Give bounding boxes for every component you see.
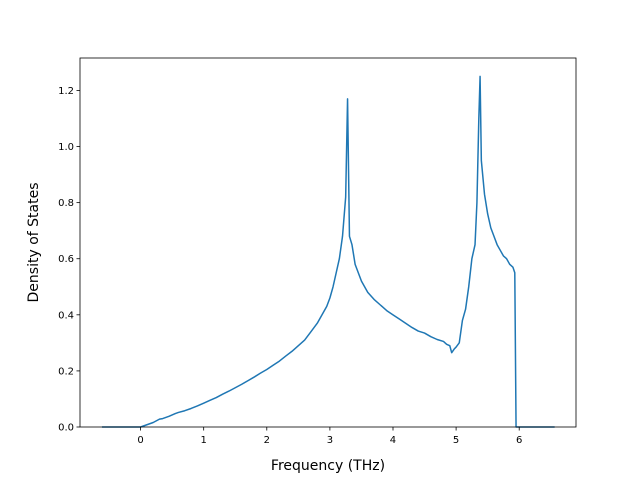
x-tick-label-0: 0: [137, 435, 143, 446]
x-tick-label-4: 4: [390, 435, 396, 446]
y-tick-label-5: 1.0: [58, 142, 74, 153]
x-axis-ticks: 0 1 2 3 4 5 6: [137, 427, 522, 446]
x-tick-label-3: 3: [327, 435, 333, 446]
y-axis-ticks: 0.0 0.2 0.4 0.6 0.8 1.0 1.2: [58, 86, 80, 434]
series-layer: [101, 75, 555, 428]
y-tick-label-3: 0.6: [58, 254, 74, 265]
y-tick-label-2: 0.4: [58, 310, 74, 321]
y-tick-label-0: 0.0: [58, 423, 74, 434]
y-tick-label-1: 0.2: [58, 366, 74, 377]
dos-series-line-0: [101, 75, 555, 428]
axes-frame: [79, 57, 577, 428]
y-axis-title: Density of States: [26, 183, 42, 303]
x-tick-label-1: 1: [200, 435, 206, 446]
x-tick-label-5: 5: [453, 435, 459, 446]
y-tick-label-4: 0.8: [58, 198, 74, 209]
y-tick-label-6: 1.2: [58, 86, 74, 97]
x-axis-title: Frequency (THz): [271, 458, 385, 474]
plot-area: [80, 58, 576, 427]
x-tick-label-6: 6: [516, 435, 522, 446]
x-tick-label-2: 2: [264, 435, 270, 446]
